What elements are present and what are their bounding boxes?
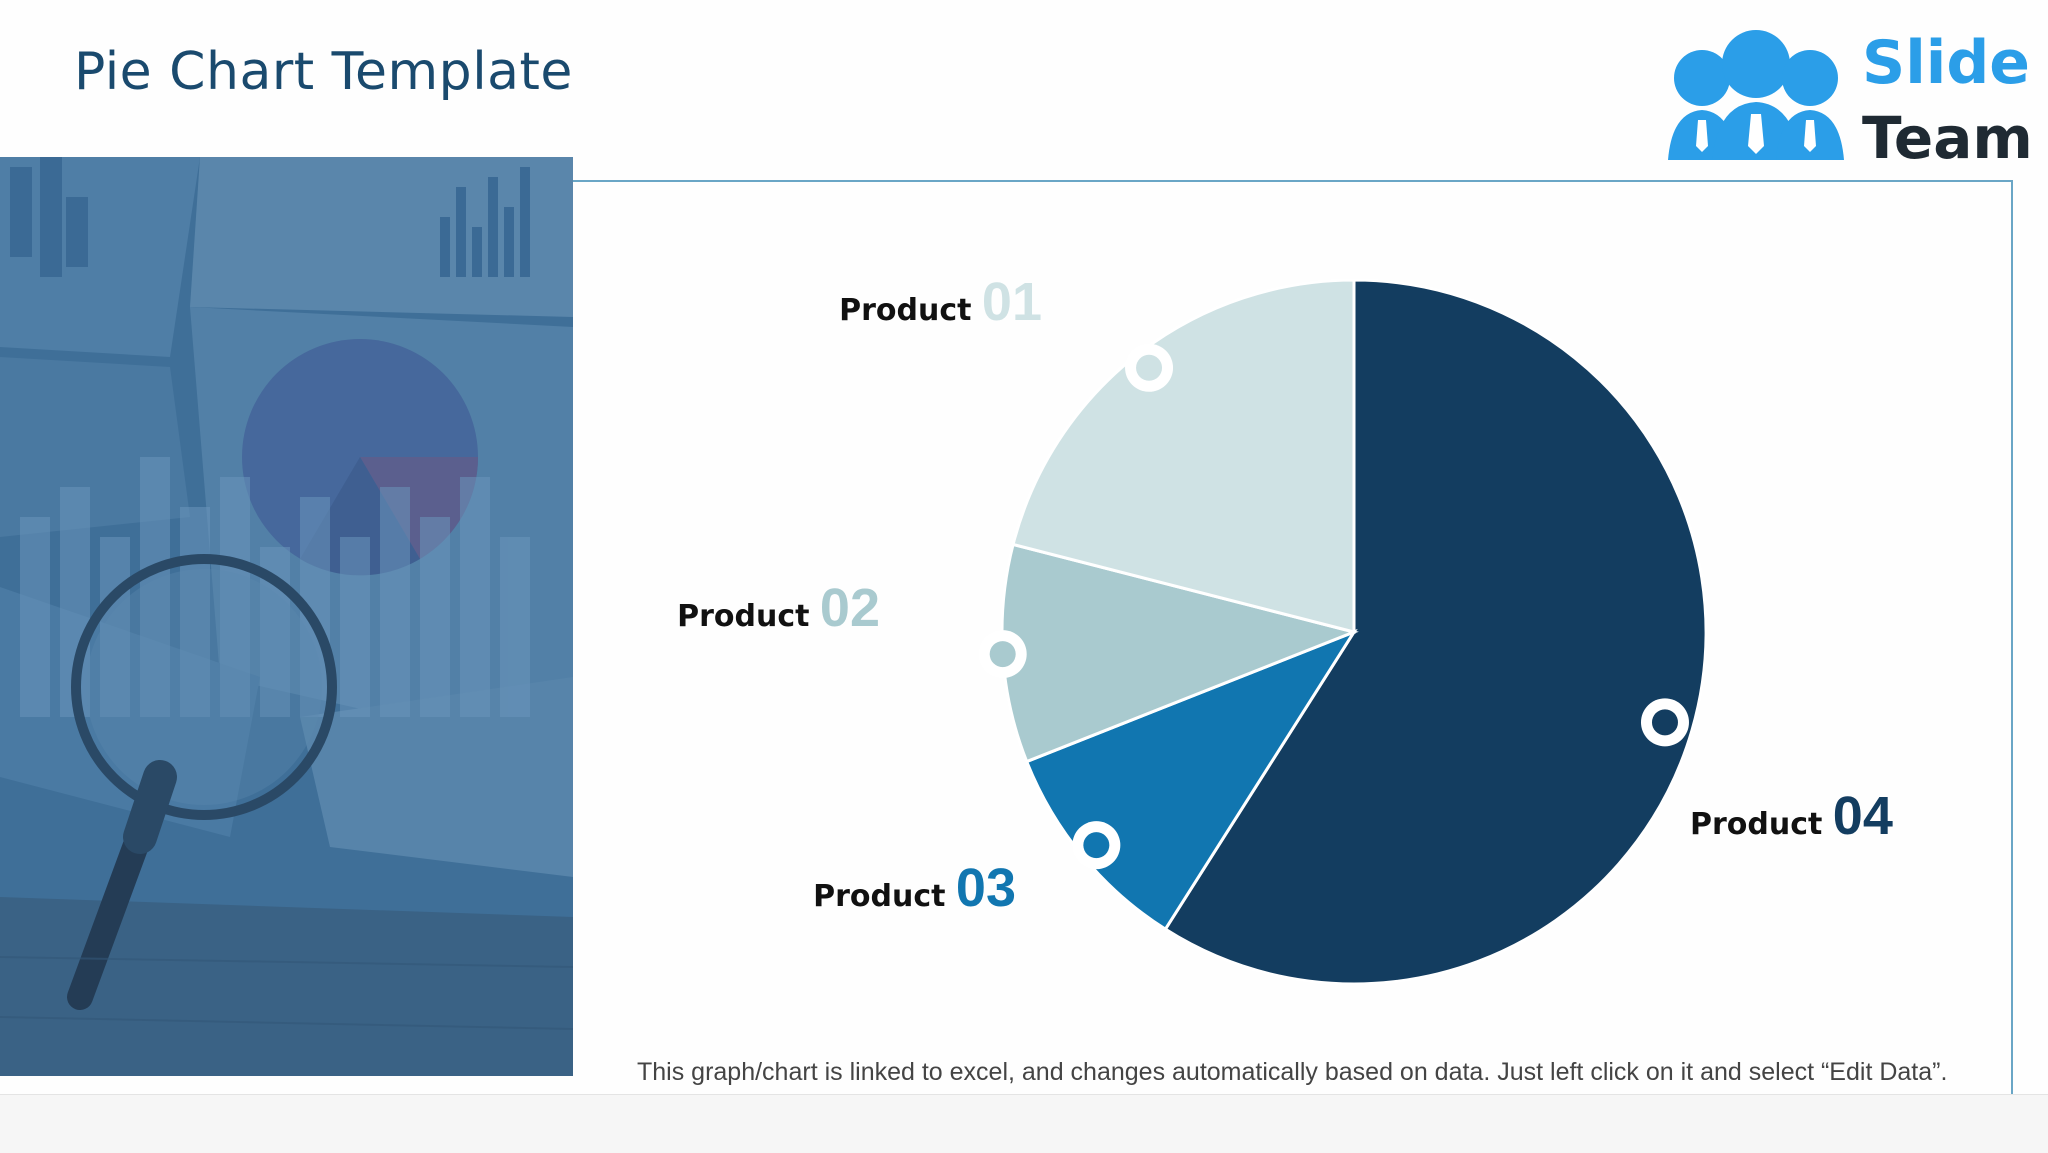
- slice-marker-dot: [1083, 832, 1110, 859]
- bottom-band: [0, 1094, 2048, 1153]
- slice-label-number: 01: [982, 272, 1042, 332]
- footnote-text: This graph/chart is linked to excel, and…: [637, 1058, 1948, 1086]
- slice-label-word: Product: [677, 599, 820, 634]
- slice-label-number: 02: [820, 578, 880, 638]
- slice-label-word: Product: [1690, 807, 1833, 842]
- slice-label-product-02: Product 02: [677, 578, 880, 638]
- slice-label-product-03: Product 03: [813, 858, 1016, 918]
- slice-markers: [978, 343, 1689, 870]
- slice-label-number: 03: [956, 858, 1016, 918]
- frame-line-right: [2011, 180, 2013, 1094]
- slice-label-number: 04: [1833, 786, 1893, 846]
- decorative-photo-panel: [0, 157, 573, 1076]
- slice-label-product-01: Product 01: [839, 272, 1042, 332]
- slice-marker-dot: [1651, 709, 1678, 736]
- people-group-icon: [1668, 30, 1844, 160]
- slice-label-word: Product: [813, 879, 956, 914]
- frame-line-top: [573, 180, 2013, 182]
- page-title: Pie Chart Template: [74, 42, 573, 102]
- slice-marker-dot: [1136, 354, 1163, 381]
- pie-slices: [1000, 278, 1708, 986]
- pie-slice-product-04[interactable]: [1163, 278, 1708, 986]
- magnifier-on-charts-image: [0, 157, 573, 1076]
- logo-text-team: Team: [1862, 104, 2033, 172]
- brand-logo: Slide Team: [1662, 28, 2033, 172]
- slice-label-word: Product: [839, 293, 982, 328]
- slice-label-product-04: Product 04: [1690, 786, 1893, 846]
- logo-text-slide: Slide: [1862, 28, 2030, 98]
- slice-marker-dot: [989, 641, 1016, 668]
